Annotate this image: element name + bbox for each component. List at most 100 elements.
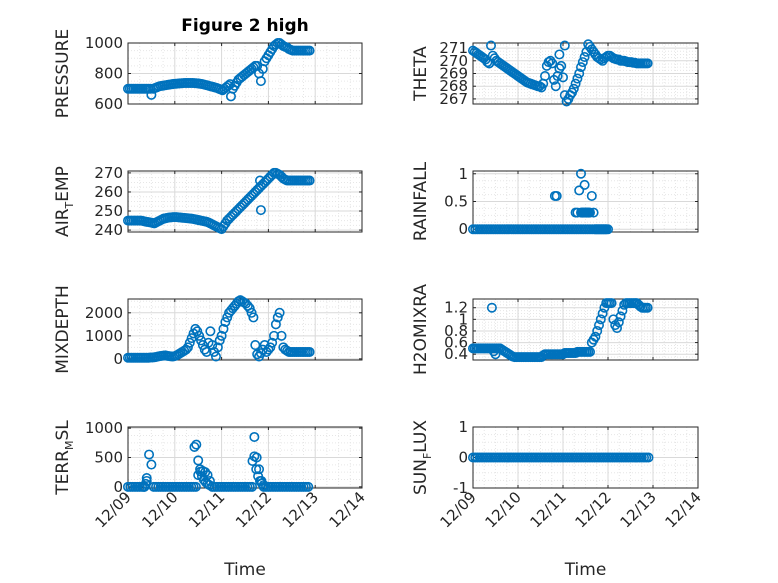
- data-point: [579, 179, 590, 190]
- data-point: [572, 73, 583, 84]
- data-point: [251, 464, 262, 475]
- data-point: [265, 342, 276, 353]
- data-point: [254, 175, 265, 186]
- data-point: [210, 351, 221, 362]
- data-point: [642, 58, 653, 69]
- y-tick-label: 0.6: [444, 334, 468, 352]
- data-point: [189, 441, 200, 452]
- data-point: [554, 49, 565, 60]
- data-point: [249, 451, 260, 462]
- data-point: [643, 452, 654, 463]
- data-point: [255, 205, 266, 216]
- data-point: [267, 337, 278, 348]
- data-point: [485, 40, 496, 51]
- data-point: [570, 78, 581, 89]
- data-point: [270, 319, 281, 330]
- data-point: [248, 312, 259, 323]
- data-point: [545, 55, 556, 66]
- x-axis-label: Time: [564, 560, 607, 580]
- data-point: [304, 346, 315, 357]
- y-tick-label: 260: [94, 183, 123, 201]
- y-tick-label: 0: [113, 350, 123, 368]
- data-point: [593, 320, 604, 331]
- data-point: [484, 58, 495, 69]
- data-series: [123, 167, 315, 235]
- y-tick-label: 268: [439, 77, 468, 95]
- subplot-pressure: 600 800 1000 PRESSURE Figure 2 high: [53, 16, 363, 118]
- y-axis-label: TERRMSL: [53, 420, 76, 496]
- data-point: [554, 63, 565, 74]
- y-tick-label: 1: [458, 418, 468, 436]
- data-series: [123, 295, 315, 363]
- data-point: [592, 325, 603, 336]
- y-tick-label: 0: [458, 449, 468, 467]
- data-point: [303, 481, 314, 492]
- y-tick-label: -1: [453, 479, 468, 497]
- subplot-terr: 12/09 12/10 12/11 12/12 12/13 12/1405001000TE…: [53, 419, 369, 580]
- data-point: [490, 349, 501, 360]
- data-point: [254, 464, 265, 475]
- y-tick-label: 1: [458, 165, 468, 183]
- data-point: [577, 57, 588, 68]
- data-point: [218, 323, 229, 334]
- data-point: [642, 302, 653, 313]
- data-point: [250, 340, 261, 351]
- y-tick-label: 800: [94, 65, 123, 83]
- data-point: [579, 51, 590, 62]
- y-tick-label: 2000: [85, 304, 123, 322]
- y-tick-label: 0.4: [444, 345, 468, 363]
- data-series: [467, 452, 654, 463]
- data-point: [613, 317, 624, 328]
- data-point: [182, 342, 193, 353]
- data-point: [590, 331, 601, 342]
- y-tick-label: 271: [439, 39, 468, 57]
- data-point: [595, 314, 606, 325]
- y-tick-label: 0: [113, 478, 123, 496]
- data-point: [556, 60, 567, 71]
- data-point: [586, 190, 597, 201]
- y-axis-label: AIRTEMP: [53, 166, 76, 237]
- data-point: [615, 311, 626, 322]
- data-point: [184, 337, 195, 348]
- data-point: [201, 346, 212, 357]
- data-point: [550, 81, 561, 92]
- subplot-rainfall: 0 0.5 1 RAINFALL: [411, 161, 699, 241]
- y-tick-label: 270: [439, 52, 468, 70]
- data-point: [141, 473, 152, 484]
- data-point: [559, 40, 570, 51]
- data-point: [597, 308, 608, 319]
- data-series: [123, 431, 314, 492]
- data-point: [606, 298, 617, 309]
- data-point: [539, 71, 550, 82]
- data-point: [575, 168, 586, 179]
- data-series: [467, 298, 653, 363]
- data-point: [195, 464, 206, 475]
- y-axis-label: RAINFALL: [411, 161, 431, 241]
- x-axis-label: Time: [223, 560, 266, 580]
- data-point: [146, 459, 157, 470]
- data-series: [123, 37, 315, 102]
- y-tick-label: 1000: [85, 327, 123, 345]
- data-point: [249, 431, 260, 442]
- data-point: [486, 302, 497, 313]
- y-tick-label: 500: [94, 449, 123, 467]
- axes-box: [472, 298, 699, 361]
- data-point: [246, 307, 257, 318]
- y-tick-label: 1: [458, 310, 468, 328]
- y-axis-label: H2OMIXRA: [411, 284, 431, 375]
- axes-box: [127, 170, 363, 233]
- y-tick-label: 600: [94, 95, 123, 113]
- y-tick-label: 269: [439, 65, 468, 83]
- data-point: [204, 480, 215, 491]
- data-point: [207, 340, 218, 351]
- data-point: [551, 190, 562, 201]
- data-point: [557, 72, 568, 83]
- y-tick-label: 0.8: [444, 322, 468, 340]
- y-tick-label: 1000: [85, 419, 123, 437]
- data-point: [304, 175, 315, 186]
- data-series: [467, 39, 653, 107]
- data-point: [274, 307, 285, 318]
- y-tick-label: 0: [458, 220, 468, 238]
- data-point: [574, 185, 585, 196]
